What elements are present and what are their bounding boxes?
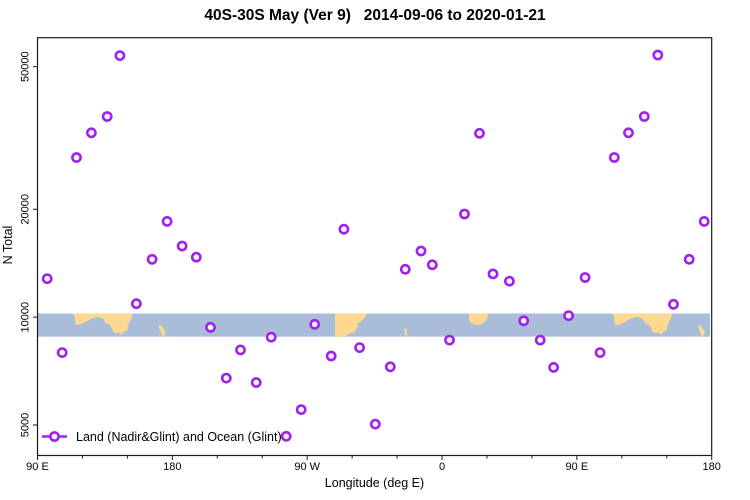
data-point	[563, 310, 574, 322]
data-point	[579, 272, 591, 283]
data-point	[325, 350, 337, 362]
x-tick-label: 180	[703, 461, 721, 473]
y-tick-label: 5000	[19, 413, 31, 437]
data-point	[130, 298, 142, 310]
data-point	[399, 263, 411, 275]
y-tick-label: 10000	[19, 302, 31, 333]
data-point	[683, 253, 695, 265]
x-tick-label: 0	[439, 461, 445, 473]
data-point	[698, 215, 710, 227]
data-point	[354, 342, 365, 353]
data-point	[384, 361, 396, 373]
data-point	[280, 430, 292, 442]
chart-title: 40S-30S May (Ver 9) 2014-09-06 to 2020-0…	[204, 7, 546, 24]
data-point	[265, 331, 277, 343]
data-point	[369, 418, 381, 430]
plot-box	[36, 37, 713, 457]
land-shape-australia	[72, 313, 133, 335]
data-point	[474, 127, 485, 139]
y-tick-label: 20000	[19, 194, 31, 225]
data-point	[459, 208, 470, 220]
y-tick-label: 50000	[19, 51, 31, 82]
data-point	[534, 334, 546, 346]
land-shape-south-america	[335, 313, 368, 337]
x-tick-label: 90 E	[566, 461, 589, 473]
x-tick-label: 180	[163, 461, 181, 473]
data-point	[250, 377, 262, 388]
data-point	[146, 253, 158, 265]
data-point	[235, 344, 246, 356]
data-point	[338, 223, 350, 235]
data-point	[503, 275, 515, 287]
x-tick-label: 90 W	[294, 461, 320, 473]
land-shape-new-zealand	[698, 324, 705, 337]
data-point	[652, 49, 664, 61]
x-axis-label: Longitude (deg E)	[324, 476, 425, 490]
data-point	[594, 347, 606, 358]
data-point	[608, 152, 620, 163]
data-point	[518, 315, 530, 327]
data-point	[426, 259, 438, 271]
data-point	[114, 50, 126, 61]
data-point	[220, 372, 232, 384]
legend-label: Land (Nadir&Glint) and Ocean (Glint)	[76, 430, 282, 444]
data-point	[56, 347, 68, 358]
map-band-ocean	[37, 313, 710, 337]
data-point	[487, 268, 499, 280]
legend-marker	[49, 431, 60, 442]
data-point	[638, 111, 650, 122]
data-point	[101, 111, 113, 122]
land-shape-small-island	[404, 328, 409, 337]
data-point	[205, 321, 216, 333]
data-point	[190, 251, 202, 263]
data-point	[161, 215, 173, 227]
data-point	[309, 318, 321, 330]
data-point	[41, 273, 53, 285]
land-shape-new-zealand	[158, 324, 166, 337]
data-point	[86, 127, 97, 139]
data-point	[444, 334, 455, 346]
land-shape-australia	[611, 313, 673, 335]
data-point	[176, 240, 188, 252]
data-point	[623, 127, 634, 139]
data-point	[415, 245, 427, 257]
data-point	[71, 152, 82, 163]
land-shape-south-africa	[469, 313, 489, 325]
data-point	[295, 404, 307, 415]
data-point	[548, 361, 559, 373]
x-tick-label: 90 E	[26, 461, 49, 473]
data-point	[668, 298, 679, 310]
